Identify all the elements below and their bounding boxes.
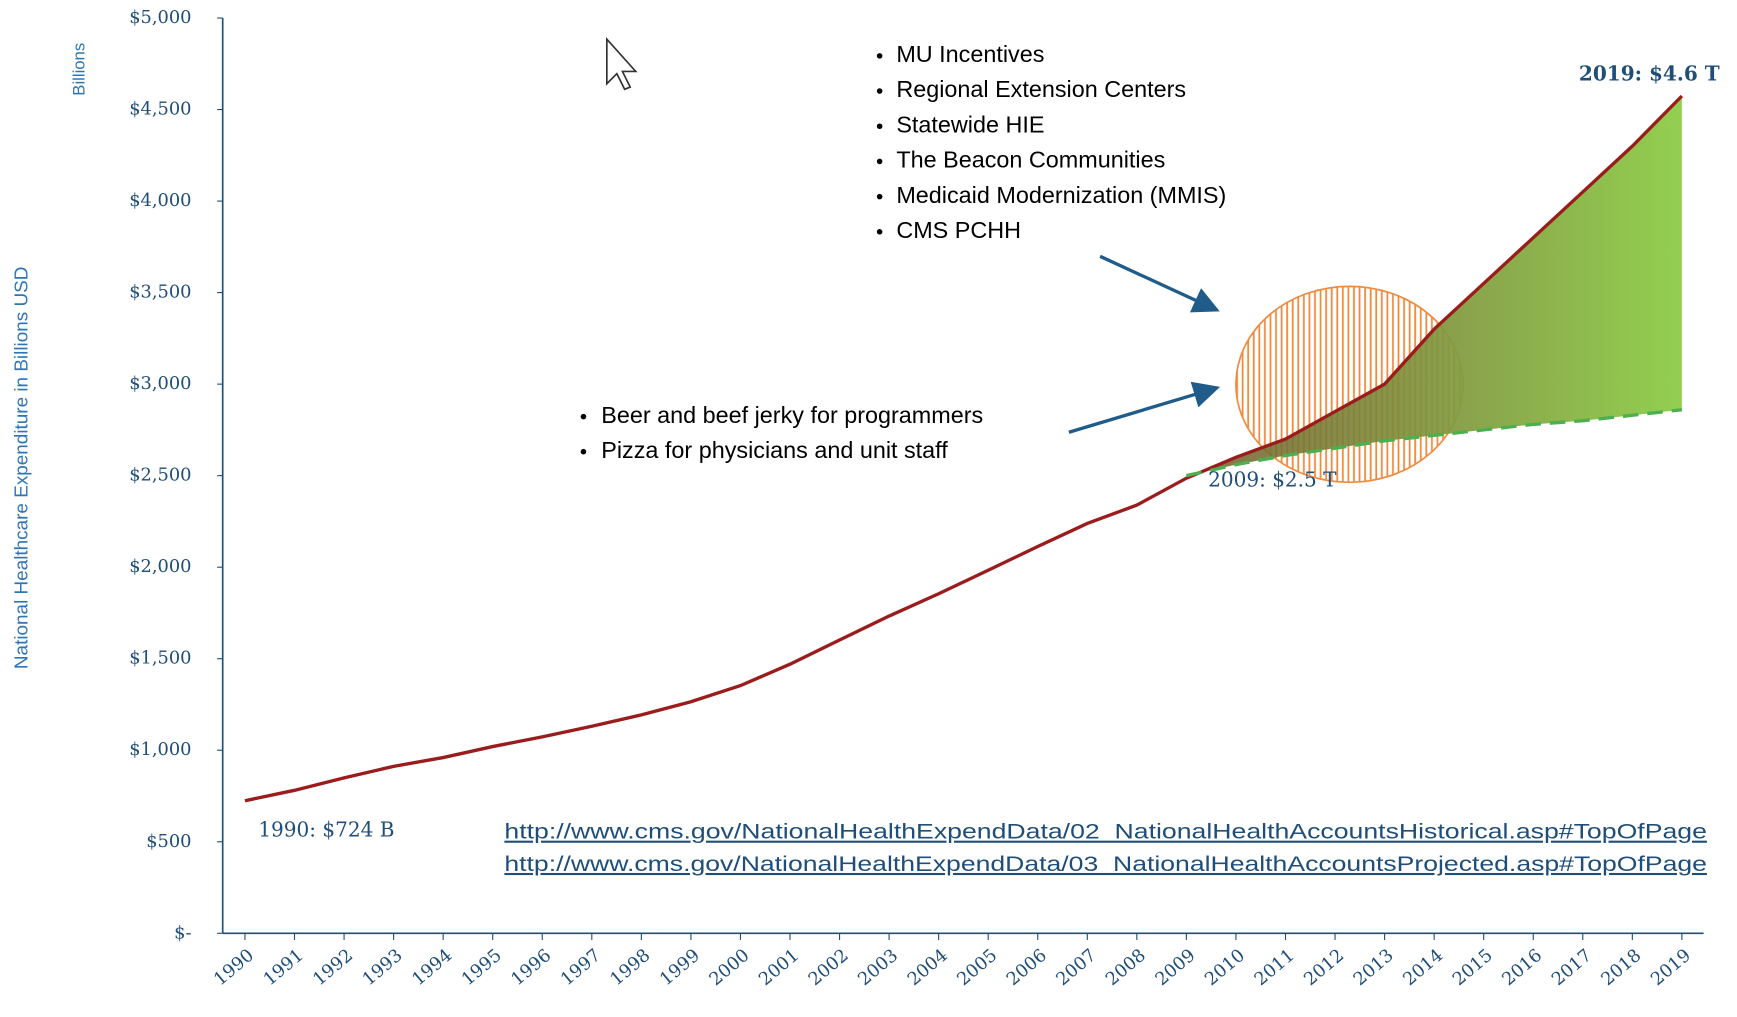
point-label: 2009: $2.5 T <box>1208 468 1337 492</box>
y-tick-label: $1,000 <box>129 739 191 760</box>
x-tick-label: 2001 <box>755 945 803 990</box>
x-tick-label: 2013 <box>1350 945 1398 990</box>
source-link: http://www.cms.gov/NationalHealthExpendD… <box>504 853 1707 876</box>
x-tick-label: 1997 <box>557 945 605 990</box>
x-tick-label: 2005 <box>953 945 1001 990</box>
source-link: http://www.cms.gov/NationalHealthExpendD… <box>504 821 1707 844</box>
cursor <box>606 36 638 91</box>
x-tick-label: 1991 <box>259 945 307 990</box>
x-tick-label: 1998 <box>606 945 654 990</box>
shaded-area <box>1186 96 1682 479</box>
x-tick-label: 2007 <box>1052 945 1100 990</box>
x-tick-label: 1999 <box>656 945 704 990</box>
y-tick-label: $4,000 <box>129 190 191 211</box>
bullet-text: Regional Extension Centers <box>896 76 1186 102</box>
x-tick-label: 2019 <box>1647 945 1695 990</box>
y-tick-label: $2,000 <box>129 556 191 577</box>
bullet <box>876 229 883 235</box>
y-tick-label: $4,500 <box>129 99 191 120</box>
bullet <box>580 413 587 420</box>
y-axis-unit: Billions <box>70 43 89 96</box>
x-tick-label: 2012 <box>1300 945 1348 990</box>
bullet <box>876 53 883 59</box>
x-tick-label: 2014 <box>1399 945 1447 990</box>
x-tick-label: 1996 <box>507 945 555 990</box>
x-tick-label: 2017 <box>1548 945 1596 990</box>
bullet-text: MU Incentives <box>896 41 1044 67</box>
bullet-text: CMS PCHH <box>896 217 1021 243</box>
x-tick-label: 2004 <box>904 945 952 990</box>
bullet-text: The Beacon Communities <box>896 147 1165 173</box>
series-line <box>244 94 1684 803</box>
x-tick-label: 2006 <box>1003 945 1051 990</box>
y-tick-label: $- <box>174 922 191 943</box>
bullet-text: Statewide HIE <box>896 111 1044 137</box>
x-tick-label: 2018 <box>1597 945 1645 990</box>
series-line <box>1186 408 1683 478</box>
plot: $- $500 $1,000 $1,500 $2,000 $2,500 $3,000 $3,5… <box>129 7 1720 990</box>
x-tick-label: 1994 <box>408 945 456 990</box>
y-tick-label: $3,000 <box>129 373 191 394</box>
bullet <box>580 448 587 455</box>
y-axis-title: National Healthcare Expenditure in Billi… <box>11 267 32 669</box>
y-tick-label: $500 <box>146 831 191 852</box>
point-label: 1990: $724 B <box>258 817 394 841</box>
x-tick-label: 1995 <box>458 945 506 990</box>
bullet <box>876 123 883 130</box>
x-tick-label: 1992 <box>309 945 357 990</box>
x-tick-label: 2010 <box>1201 945 1249 990</box>
bullet <box>876 158 883 165</box>
bullet-text: Beer and beef jerky for programmers <box>601 402 983 428</box>
x-tick-label: 2016 <box>1498 945 1546 990</box>
x-tick-label: 2000 <box>705 945 753 990</box>
y-tick-label: $2,500 <box>129 465 191 486</box>
bullet <box>876 88 883 94</box>
y-tick-label: $1,500 <box>129 648 191 669</box>
x-tick-label: 2015 <box>1449 945 1497 990</box>
x-tick-label: 1993 <box>359 945 407 990</box>
x-tick-label: 2002 <box>804 945 852 990</box>
arrow <box>1068 381 1221 434</box>
x-tick-label: 2008 <box>1102 945 1150 990</box>
point-label: 2019: $4.6 T <box>1579 61 1720 85</box>
bullet <box>876 193 883 200</box>
x-tick-label: 1990 <box>210 945 258 990</box>
x-tick-label: 2003 <box>854 945 902 990</box>
y-tick-label: $5,000 <box>129 7 191 28</box>
y-tick-label: $3,500 <box>129 282 191 303</box>
arrow <box>1099 254 1220 313</box>
x-tick-label: 2011 <box>1250 945 1298 990</box>
bullet-text: Medicaid Modernization (MMIS) <box>896 182 1226 208</box>
x-tick-label: 2009 <box>1151 945 1199 990</box>
bullet-text: Pizza for physicians and unit staff <box>601 437 948 463</box>
